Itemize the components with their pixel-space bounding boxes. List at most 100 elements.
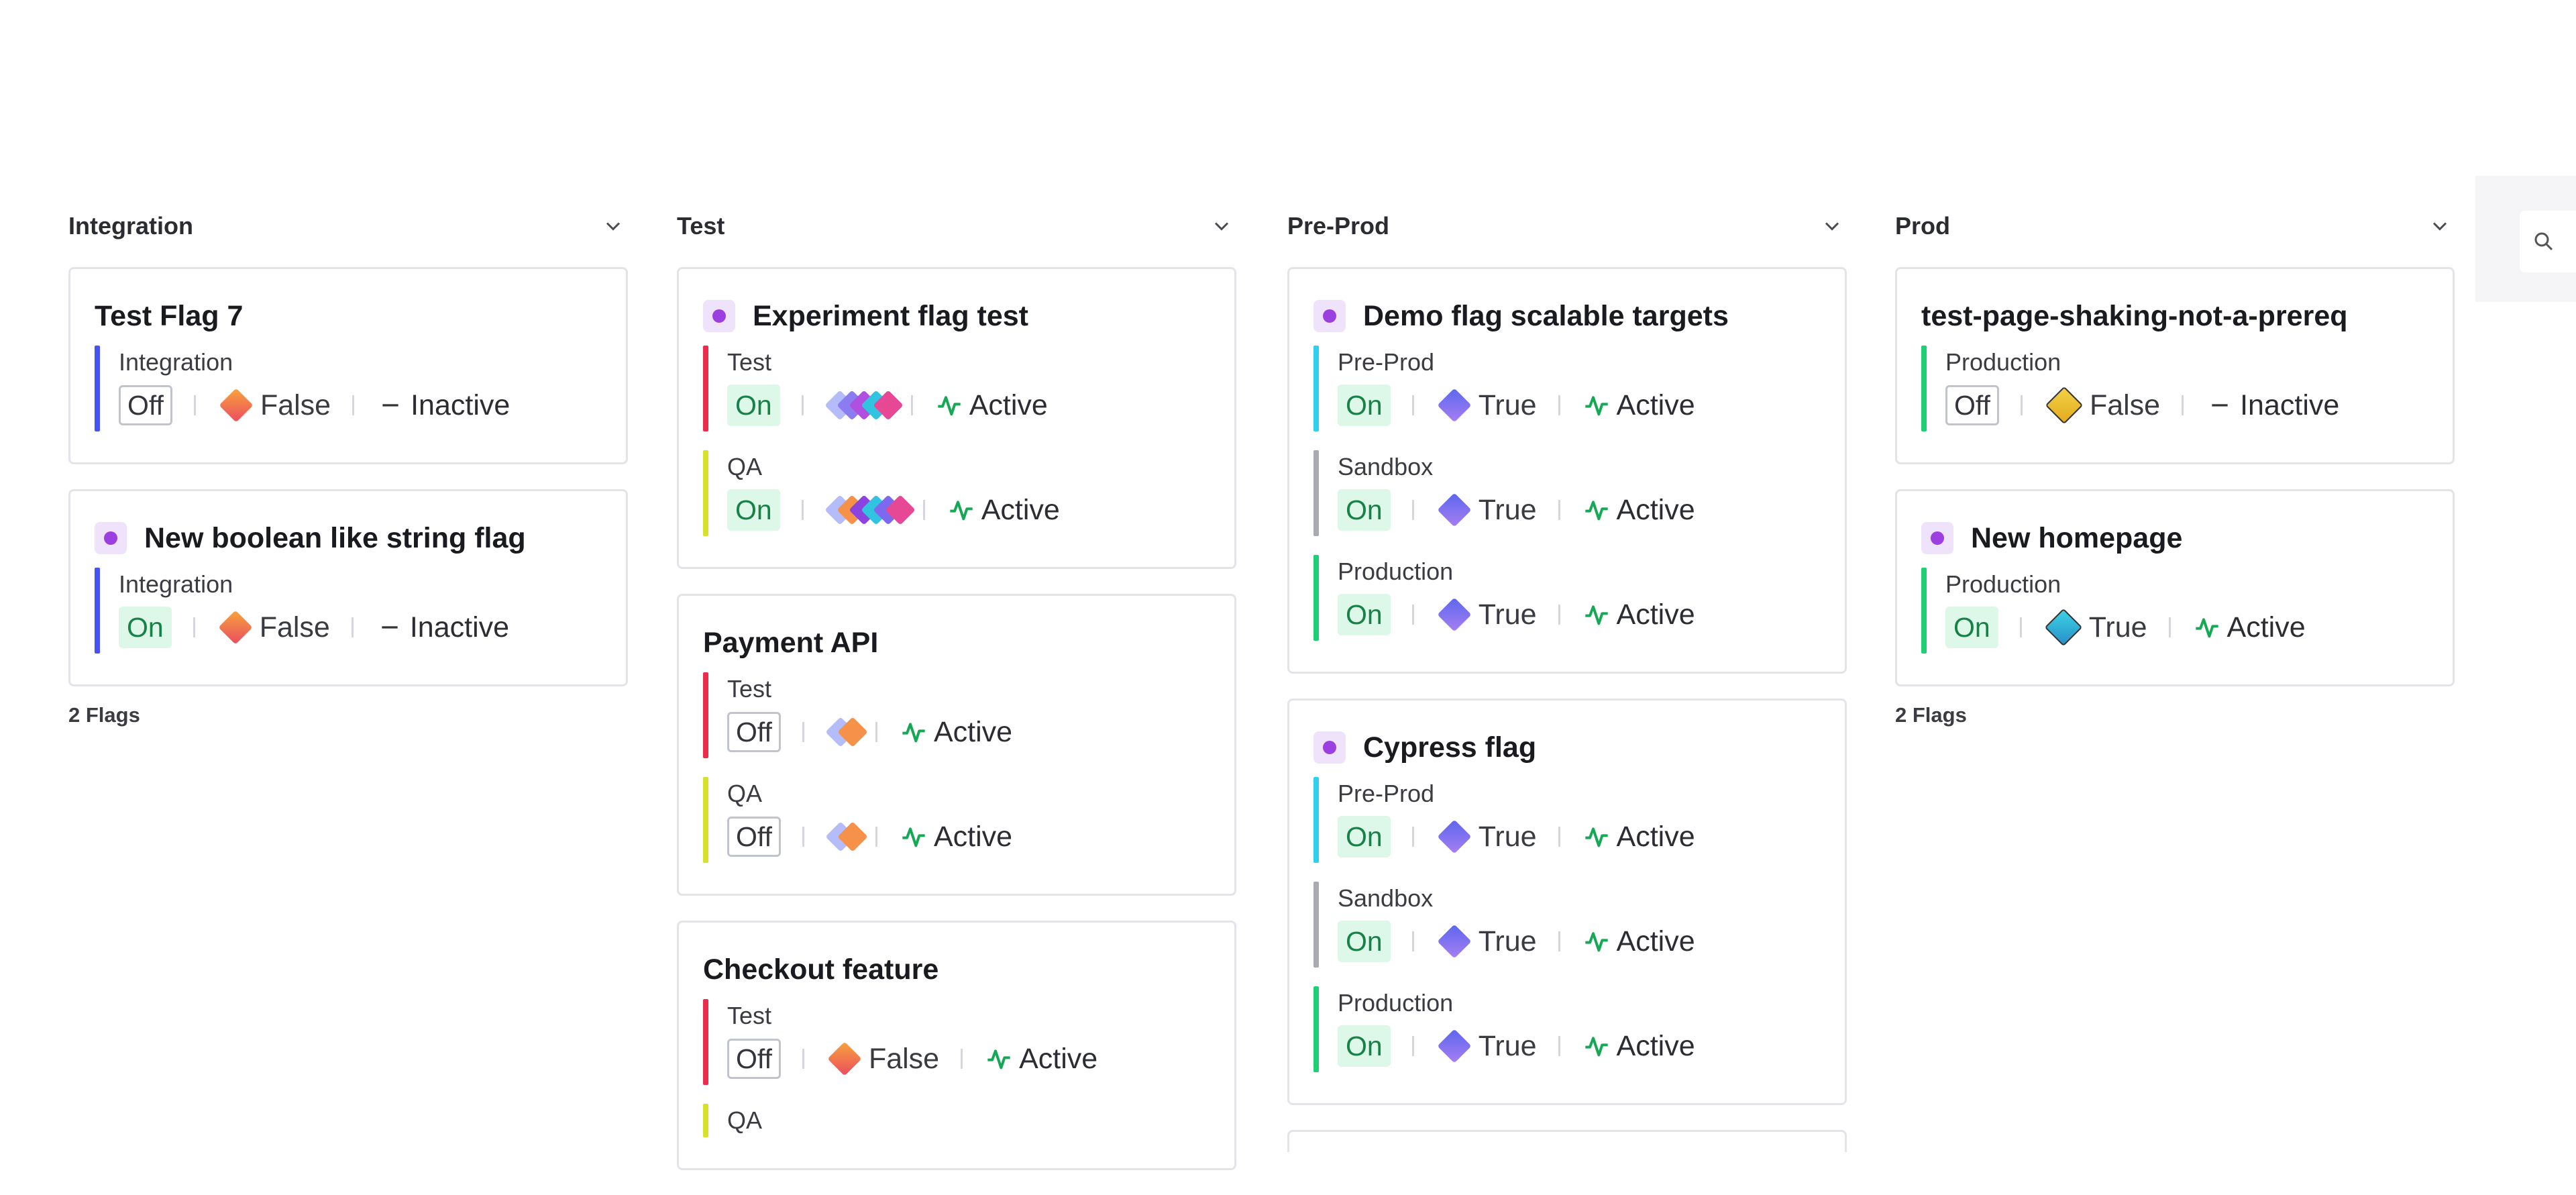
env-color-bar	[703, 999, 708, 1085]
flag-title[interactable]: Checkout feature	[703, 953, 939, 986]
toggle-state-badge[interactable]: Off	[727, 1039, 781, 1079]
flag-title[interactable]: Test Flag 7	[95, 299, 244, 332]
toggle-state-badge[interactable]: On	[1338, 594, 1391, 635]
env-color-bar	[1313, 450, 1319, 536]
env-name: QA	[727, 780, 763, 807]
flag-card[interactable]: Cypress flag Pre-Prod On True Active Sandbox O…	[1287, 698, 1847, 1105]
column-header[interactable]: Test	[677, 205, 1236, 248]
chevron-down-icon[interactable]	[2428, 214, 2452, 238]
toggle-state-badge[interactable]: Off	[1945, 385, 1999, 425]
flag-card[interactable]: Payment API Test Off Active QA Off Active	[677, 594, 1236, 896]
flag-title[interactable]: New homepage	[1971, 521, 2183, 554]
variation-label: False	[259, 611, 330, 643]
env-status-row: On True Active	[1338, 484, 1821, 536]
flag-card[interactable]: Checkout feature Test Off False Active QA	[677, 921, 1236, 1170]
flag-card[interactable]: Demo flag scalable targets Pre-Prod On True…	[1287, 267, 1847, 674]
env-status-row: On True Active	[1338, 811, 1821, 863]
toggle-state-badge[interactable]: On	[1338, 921, 1391, 962]
divider	[2020, 395, 2023, 415]
dash-icon	[382, 626, 398, 629]
flag-card[interactable]: New homepage Production On True Active	[1895, 489, 2455, 686]
divider	[193, 617, 195, 637]
search-box[interactable]	[2520, 211, 2576, 272]
variation-diamond-icon	[1437, 924, 1472, 959]
status-label: Active	[981, 493, 1060, 526]
divider	[1411, 500, 1414, 520]
flag-type-icon	[1313, 300, 1346, 332]
env-row: Pre-Prod On True Active	[1313, 346, 1821, 431]
column-integration: Integration Test Flag 7 Integration Off Fals…	[68, 0, 628, 1172]
env-color-bar	[703, 672, 708, 758]
toggle-state-badge[interactable]: Off	[727, 817, 781, 857]
flag-title[interactable]: Payment API	[703, 626, 879, 659]
variation-diamond-icon	[1437, 492, 1472, 527]
variation-diamond-icon	[1437, 819, 1472, 854]
flag-title[interactable]: Experiment flag test	[753, 299, 1028, 332]
column-header[interactable]: Prod	[1895, 205, 2455, 248]
activity-icon	[902, 827, 925, 847]
flag-card[interactable]: Test Flag 7 Integration Off False Inactive	[68, 267, 628, 464]
card-title-row: Payment API	[703, 623, 1210, 663]
variation: True	[1436, 388, 1537, 423]
flag-title[interactable]: New boolean like string flag	[144, 521, 526, 554]
toggle-state-badge[interactable]: On	[119, 607, 172, 648]
env-name: Test	[727, 675, 772, 703]
env-color-bar	[703, 450, 708, 536]
flag-card-partial[interactable]	[1287, 1130, 1847, 1152]
flag-title[interactable]: Cypress flag	[1363, 731, 1537, 764]
column-pre-prod: Pre-Prod Demo flag scalable targets Pre-Pr…	[1287, 0, 1847, 1172]
toggle-state-badge[interactable]: Off	[727, 712, 781, 752]
toggle-state-badge[interactable]: On	[1338, 816, 1391, 858]
divider	[801, 500, 804, 520]
env-row: QA On Active	[703, 450, 1210, 536]
toggle-state-badge[interactable]: On	[1945, 607, 1998, 648]
divider	[875, 827, 877, 847]
toggle-state-badge[interactable]: On	[1338, 1025, 1391, 1067]
chevron-down-icon[interactable]	[601, 214, 625, 238]
flag-card[interactable]: Experiment flag test Test On Active QA On Acti…	[677, 267, 1236, 569]
toggle-state-badge[interactable]: On	[1338, 489, 1391, 531]
divider	[961, 1049, 963, 1069]
toggle-state-badge[interactable]: On	[727, 384, 780, 426]
variation-stack	[825, 715, 868, 749]
env-name: Test	[727, 348, 772, 376]
env-status-row: On True Active	[1338, 588, 1821, 641]
env-name: Production	[1338, 558, 1454, 585]
chevron-down-icon[interactable]	[1820, 214, 1844, 238]
toggle-state-badge[interactable]: On	[1338, 384, 1391, 426]
toggle-state-badge[interactable]: Off	[119, 385, 172, 425]
status-indicator: Active	[1582, 925, 1695, 958]
env-status-row: On True Active	[1338, 915, 1821, 968]
flag-card[interactable]: New boolean like string flag Integration O…	[68, 489, 628, 686]
column-header[interactable]: Integration	[68, 205, 628, 248]
variation: False	[217, 610, 330, 645]
status-label: Active	[1616, 820, 1695, 853]
variation-diamond-icon	[219, 388, 254, 423]
env-color-bar	[703, 777, 708, 863]
status-label: Active	[1616, 925, 1695, 957]
env-status-row: On True Active	[1338, 1020, 1821, 1072]
toggle-state-badge[interactable]: On	[727, 489, 780, 531]
variation: True	[1436, 819, 1537, 854]
variation: False	[826, 1041, 939, 1076]
activity-icon	[1585, 501, 1608, 521]
status-indicator: Inactive	[2205, 389, 2339, 422]
env-status-row: Off Active	[727, 706, 1210, 758]
flag-title[interactable]: Demo flag scalable targets	[1363, 299, 1729, 332]
flag-title[interactable]: test-page-shaking-not-a-prereq	[1921, 299, 2348, 332]
variation-label: True	[1478, 820, 1537, 853]
env-name: Test	[727, 1002, 772, 1029]
status-indicator: Inactive	[376, 389, 510, 422]
activity-icon	[1585, 932, 1608, 952]
card-title-row: New boolean like string flag	[95, 518, 602, 558]
variation-label: False	[2089, 388, 2161, 421]
env-row: Test On Active	[703, 346, 1210, 431]
chevron-down-icon[interactable]	[1210, 214, 1234, 238]
card-title-row: Checkout feature	[703, 949, 1210, 990]
activity-icon	[938, 396, 961, 416]
dash-icon	[2212, 404, 2228, 407]
divider	[875, 722, 877, 742]
column-title: Integration	[68, 212, 193, 240]
flag-card[interactable]: test-page-shaking-not-a-prereq Production…	[1895, 267, 2455, 464]
column-header[interactable]: Pre-Prod	[1287, 205, 1847, 248]
